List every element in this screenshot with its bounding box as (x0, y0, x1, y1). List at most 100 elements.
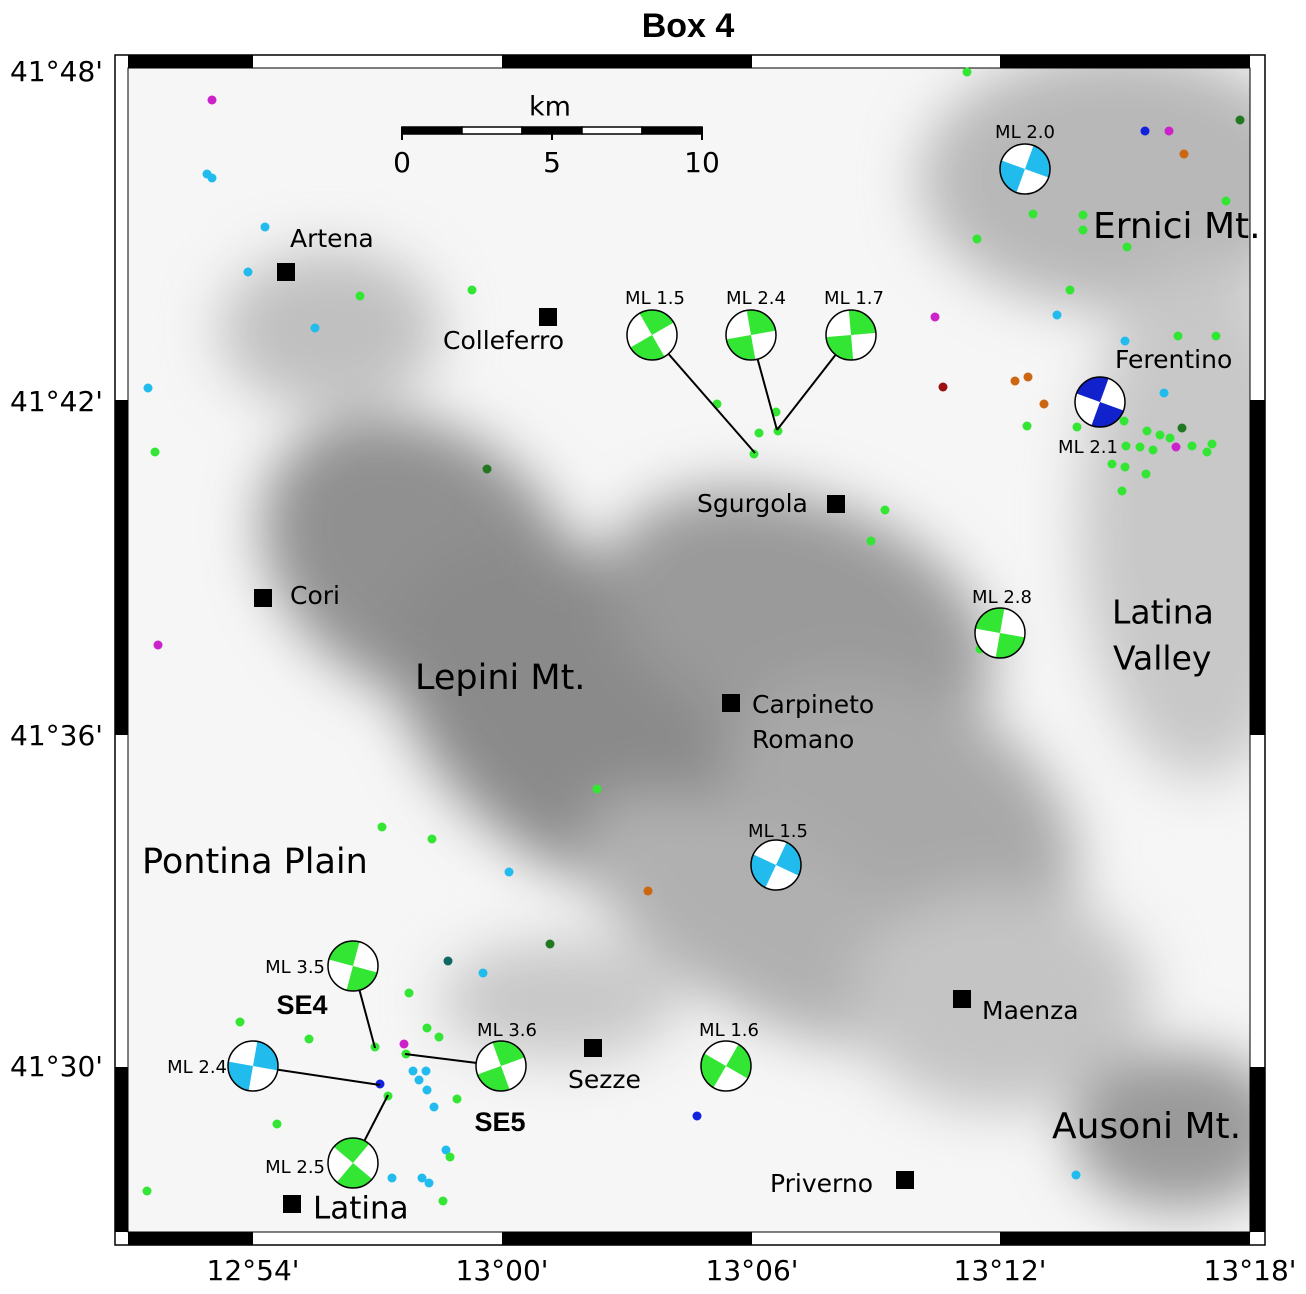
town-label: Colleferro (443, 326, 564, 355)
epicenter (1024, 373, 1033, 382)
epicenter (1072, 1171, 1081, 1180)
epicenter (261, 223, 270, 232)
longitude-label: 13°06' (706, 1254, 799, 1287)
focal-mechanism (627, 310, 677, 360)
epicenter (425, 1179, 434, 1188)
epicenter (1142, 470, 1151, 479)
epicenter (311, 324, 320, 333)
epicenter (154, 641, 163, 650)
longitude-label: 13°12' (954, 1254, 1047, 1287)
latitude-label: 41°36' (10, 719, 103, 752)
epicenter (208, 174, 217, 183)
scale-tick-label: 5 (543, 146, 561, 179)
epicenter (867, 537, 876, 546)
epicenter (1136, 443, 1145, 452)
magnitude-label: ML 1.7 (824, 288, 884, 309)
focal-mechanism (826, 310, 876, 360)
frame-bar (502, 55, 752, 68)
focal-mechanism (328, 941, 378, 991)
epicenter (973, 235, 982, 244)
town-marker (277, 263, 295, 281)
epicenter (208, 96, 217, 105)
epicenter (1222, 197, 1231, 206)
epicenter (1053, 311, 1062, 320)
epicenter (430, 1103, 439, 1112)
epicenter (1011, 377, 1020, 386)
epicenter (693, 1112, 702, 1121)
map-title: Box 4 (642, 7, 735, 45)
scale-tick-label: 0 (393, 146, 411, 179)
magnitude-label: ML 2.1 (1058, 437, 1118, 458)
epicenter (144, 384, 153, 393)
epicenter (1156, 431, 1165, 440)
epicenter (423, 1024, 432, 1033)
town-marker (539, 308, 557, 326)
region-label: Ernici Mt. (1093, 206, 1261, 247)
epicenter (1023, 422, 1032, 431)
focal-mechanism (1000, 144, 1050, 194)
frame-bar (1250, 1067, 1265, 1232)
epicenter (1178, 424, 1187, 433)
epicenter (400, 1040, 409, 1049)
epicenter (1120, 417, 1129, 426)
longitude-label: 13°00' (456, 1254, 549, 1287)
magnitude-label: ML 3.5 (265, 957, 325, 978)
epicenter (505, 868, 514, 877)
town-label: Cori (290, 581, 340, 610)
latitude-label: 41°42' (10, 385, 103, 418)
magnitude-label: ML 2.0 (995, 122, 1055, 143)
epicenter (453, 1095, 462, 1104)
epicenter (244, 268, 253, 277)
epicenter (435, 1033, 444, 1042)
epicenter (546, 940, 555, 949)
epicenter (236, 1018, 245, 1027)
epicenter (151, 448, 160, 457)
focal-mechanism (975, 608, 1025, 658)
epicenter (1122, 442, 1131, 451)
epicenter (305, 1035, 314, 1044)
epicenter (415, 1076, 424, 1085)
epicenter (644, 887, 653, 896)
region-label: Ausoni Mt. (1052, 1106, 1241, 1147)
latitude-label: 41°48' (10, 55, 103, 88)
epicenter (1180, 150, 1189, 159)
frame-bar (115, 1067, 128, 1232)
epicenter (388, 1174, 397, 1183)
epicenter (963, 68, 972, 77)
epicenter (1079, 226, 1088, 235)
epicenter (483, 465, 492, 474)
town-marker (254, 589, 272, 607)
town-label: Artena (290, 224, 374, 253)
magnitude-label: ML 2.5 (265, 1157, 325, 1178)
epicenter (1143, 427, 1152, 436)
scale-segment (402, 127, 462, 134)
focal-mechanism (476, 1041, 526, 1091)
epicenter (1141, 127, 1150, 136)
epicenter (755, 429, 764, 438)
town-marker (584, 1039, 602, 1057)
epicenter (1160, 389, 1169, 398)
magnitude-label: ML 1.5 (625, 288, 685, 309)
region-label: Latina (1112, 593, 1214, 632)
epicenter (1166, 434, 1175, 443)
epicenter (1188, 442, 1197, 451)
scale-segment (462, 127, 522, 134)
frame-bar (128, 55, 253, 68)
town-label: Ferentino (1115, 345, 1232, 374)
magnitude-label: ML 1.5 (748, 821, 808, 842)
epicenter (273, 1120, 282, 1129)
epicenter (939, 383, 948, 392)
epicenter (439, 1197, 448, 1206)
epicenter (143, 1187, 152, 1196)
frame-bar (128, 1232, 253, 1245)
magnitude-label: ML 2.8 (972, 587, 1032, 608)
epicenter (1212, 332, 1221, 341)
town-label: Sezze (568, 1065, 641, 1094)
epicenter (1149, 446, 1158, 455)
epicenter (1040, 400, 1049, 409)
town-label: Romano (752, 725, 854, 754)
town-label: Latina (313, 1191, 409, 1227)
epicenter (409, 1067, 418, 1076)
latitude-label: 41°30' (10, 1050, 103, 1083)
epicenter (1236, 116, 1245, 125)
